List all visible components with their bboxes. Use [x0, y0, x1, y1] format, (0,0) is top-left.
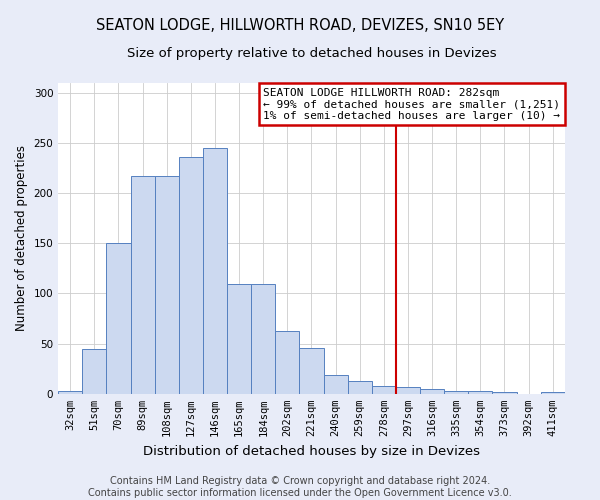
- Bar: [275, 330, 299, 394]
- Bar: [299, 348, 323, 394]
- Bar: [155, 176, 179, 394]
- Bar: [468, 391, 493, 394]
- Bar: [372, 386, 396, 394]
- Bar: [323, 374, 347, 394]
- Bar: [106, 243, 131, 394]
- Bar: [227, 284, 251, 394]
- Text: Contains HM Land Registry data © Crown copyright and database right 2024.
Contai: Contains HM Land Registry data © Crown c…: [88, 476, 512, 498]
- Bar: [58, 391, 82, 394]
- Bar: [179, 157, 203, 394]
- Bar: [203, 148, 227, 394]
- Bar: [347, 381, 372, 394]
- Title: Size of property relative to detached houses in Devizes: Size of property relative to detached ho…: [127, 48, 496, 60]
- Bar: [444, 391, 468, 394]
- Text: SEATON LODGE HILLWORTH ROAD: 282sqm
← 99% of detached houses are smaller (1,251): SEATON LODGE HILLWORTH ROAD: 282sqm ← 99…: [263, 88, 560, 120]
- Y-axis label: Number of detached properties: Number of detached properties: [15, 145, 28, 331]
- Bar: [420, 389, 444, 394]
- Bar: [82, 348, 106, 394]
- Bar: [493, 392, 517, 394]
- Bar: [251, 284, 275, 394]
- Bar: [541, 392, 565, 394]
- Bar: [131, 176, 155, 394]
- X-axis label: Distribution of detached houses by size in Devizes: Distribution of detached houses by size …: [143, 444, 480, 458]
- Bar: [396, 387, 420, 394]
- Text: SEATON LODGE, HILLWORTH ROAD, DEVIZES, SN10 5EY: SEATON LODGE, HILLWORTH ROAD, DEVIZES, S…: [96, 18, 504, 32]
